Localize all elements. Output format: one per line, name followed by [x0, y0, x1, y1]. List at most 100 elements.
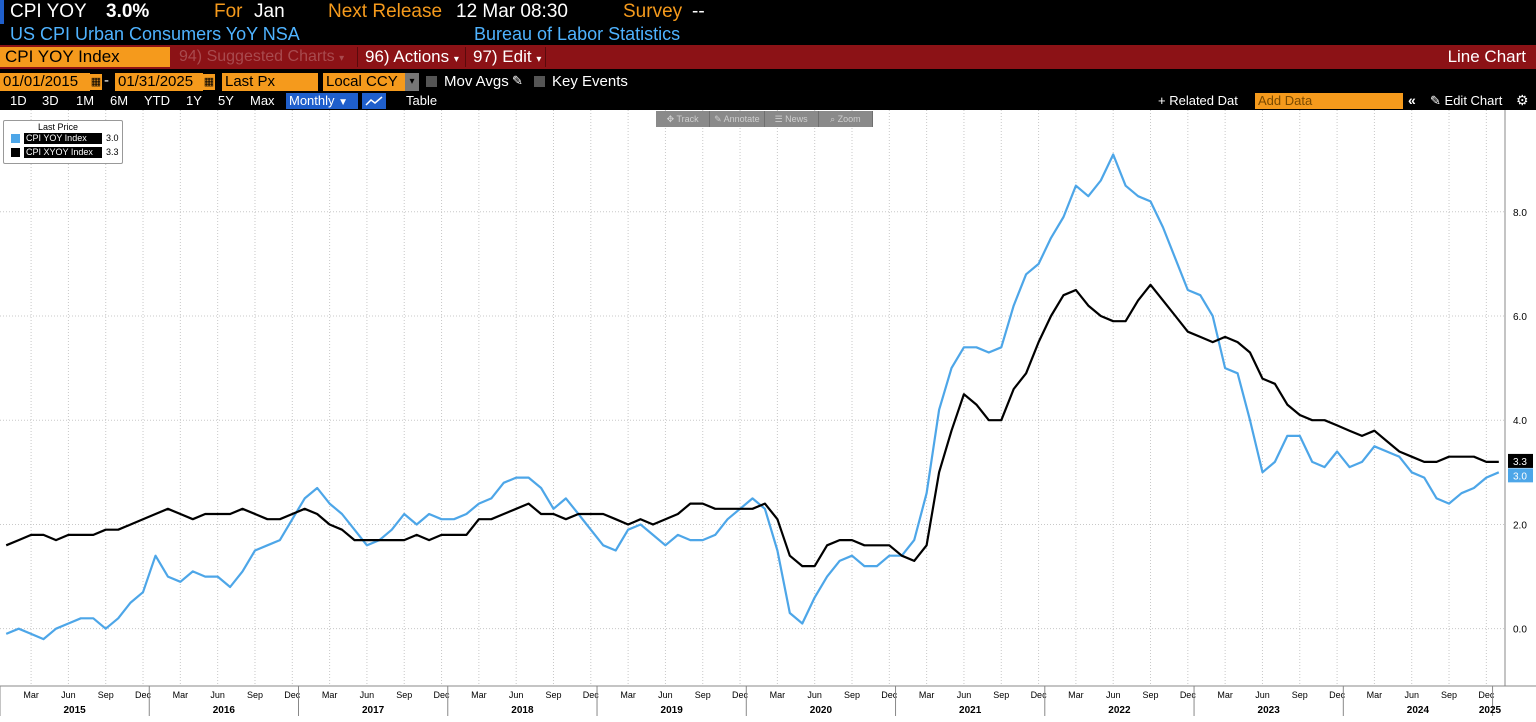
x-tick-label: Sep [98, 690, 114, 700]
x-tick-label: Mar [1217, 690, 1233, 700]
last-value-label: 3.3 [1513, 457, 1527, 468]
x-tick-label: Dec [1329, 690, 1346, 700]
x-year-label: 2025 [1479, 705, 1502, 716]
x-tick-label: Jun [61, 690, 76, 700]
period-bar: 1D 3D 1M 6M YTD 1Y 5Y Max Monthly ▼ Table + Rel… [0, 92, 1536, 110]
x-tick-label: Sep [695, 690, 711, 700]
edit-label: 97) Edit [473, 47, 532, 66]
y-tick-label: 2.0 [1513, 520, 1527, 531]
line-chart[interactable]: Mar Jun Sep Dec Mar Jun Sep Dec Mar Jun Sep Dec Mar J… [0, 110, 1536, 722]
end-date-field[interactable]: 01/31/2025 [115, 73, 203, 91]
legend-series-name: CPI XYOY Index [24, 147, 102, 158]
legend-box: Last Price CPI YOY Index 3.0 CPI XYOY In… [3, 120, 123, 164]
tool-zoom[interactable]: ⌕ Zoom [819, 111, 873, 127]
period-button-3d[interactable]: 3D [42, 93, 59, 108]
x-tick-label: Mar [919, 690, 935, 700]
tool-track[interactable]: ✥ Track [656, 111, 711, 127]
x-tick-label: Jun [210, 690, 225, 700]
next-release-label: Next Release [328, 1, 443, 22]
x-tick-label: Jun [1404, 690, 1419, 700]
header-accent [0, 0, 4, 24]
line-chart-icon[interactable] [362, 93, 386, 109]
pencil-icon: ✎ [1430, 93, 1441, 108]
x-tick-label: Jun [1106, 690, 1121, 700]
add-data-input[interactable]: Add Data [1255, 93, 1403, 109]
legend-series-value: 3.3 [106, 147, 119, 157]
frequency-selector[interactable]: Monthly ▼ [286, 93, 358, 109]
calendar-icon[interactable]: ▦ [90, 74, 102, 90]
x-year-label: 2019 [661, 705, 684, 716]
chart-area[interactable]: Mar Jun Sep Dec Mar Jun Sep Dec Mar Jun Sep Dec Mar J… [0, 110, 1536, 722]
actions-menu[interactable]: 96) Actions ▾ [362, 47, 466, 67]
period-button-1y[interactable]: 1Y [186, 93, 202, 108]
key-events-checkbox[interactable] [534, 76, 545, 87]
x-year-label: 2023 [1258, 705, 1281, 716]
period-button-max[interactable]: Max [250, 93, 275, 108]
data-source: Bureau of Labor Statistics [474, 24, 681, 44]
x-tick-label: Dec [434, 690, 451, 700]
period-button-ytd[interactable]: YTD [144, 93, 170, 108]
legend-title: Last Price [38, 122, 79, 132]
field-selector[interactable]: Last Px [222, 73, 318, 91]
x-tick-label: Mar [471, 690, 487, 700]
y-tick-label: 0.0 [1513, 625, 1527, 636]
chart-toolbar: ✥ Track ✎ Annotate ☰ News ⌕ Zoom [656, 111, 873, 127]
series-line-1 [5, 283, 1499, 568]
chevron-down-icon: ▾ [453, 54, 459, 65]
frequency-label: Monthly [289, 93, 335, 108]
pencil-icon[interactable]: ✎ [512, 73, 523, 88]
x-tick-label: Dec [284, 690, 301, 700]
chevron-down-icon: ▾ [536, 54, 542, 65]
x-tick-label: Mar [1068, 690, 1084, 700]
x-year-label: 2022 [1108, 705, 1131, 716]
x-tick-label: Dec [881, 690, 898, 700]
x-tick-label: Dec [1478, 690, 1495, 700]
collapse-icon[interactable]: « [1408, 92, 1416, 108]
date-separator: - [104, 72, 109, 89]
calendar-icon[interactable]: ▦ [203, 74, 215, 90]
table-button[interactable]: Table [406, 93, 438, 108]
start-date-field[interactable]: 01/01/2015 [0, 73, 90, 91]
legend-swatch [11, 134, 20, 143]
period-button-1m[interactable]: 1M [76, 93, 95, 108]
tool-annotate[interactable]: ✎ Annotate [710, 111, 765, 127]
mov-avgs-checkbox[interactable] [426, 76, 437, 87]
related-data-button[interactable]: + Related Dat [1158, 93, 1238, 108]
next-release-value: 12 Mar 08:30 [456, 1, 568, 22]
edit-menu[interactable]: 97) Edit ▾ [470, 47, 546, 67]
x-tick-label: Jun [1255, 690, 1270, 700]
suggested-charts-menu[interactable]: 94) Suggested Charts ▾ [176, 47, 358, 67]
for-label: For [214, 1, 243, 22]
period-button-1d[interactable]: 1D [10, 93, 27, 108]
current-value: 3.0% [106, 1, 150, 22]
x-tick-label: Sep [993, 690, 1009, 700]
series-line-0 [5, 153, 1500, 641]
x-tick-label: Sep [1441, 690, 1457, 700]
x-tick-label: Sep [1143, 690, 1159, 700]
x-tick-label: Jun [957, 690, 972, 700]
x-tick-label: Sep [247, 690, 263, 700]
security-field[interactable]: CPI YOY Index [0, 47, 170, 67]
controls-bar: 01/01/2015 ▦ - 01/31/2025 ▦ Last Px Loca… [0, 70, 1536, 92]
x-tick-label: Mar [1367, 690, 1383, 700]
tool-news[interactable]: ☰ News [765, 111, 819, 127]
x-tick-label: Mar [322, 690, 338, 700]
legend-series-name: CPI YOY Index [24, 133, 102, 144]
security-description: US CPI Urban Consumers YoY NSA [10, 24, 300, 44]
edit-chart-button[interactable]: ✎ Edit Chart [1430, 93, 1502, 109]
currency-selector[interactable]: Local CCY [323, 73, 405, 91]
gear-icon[interactable]: ⚙ [1516, 92, 1529, 108]
x-tick-label: Dec [1031, 690, 1048, 700]
x-tick-label: Jun [807, 690, 822, 700]
chevron-down-icon[interactable]: ▾ [405, 73, 419, 91]
last-value-box [1508, 453, 1533, 468]
header-bar: CPI YOY 3.0% For Jan Next Release 12 Mar… [0, 0, 1536, 24]
edit-chart-label: Edit Chart [1444, 93, 1503, 108]
period-button-5y[interactable]: 5Y [218, 93, 234, 108]
x-tick-label: Mar [173, 690, 189, 700]
chart-type-label[interactable]: Line Chart [1447, 47, 1526, 66]
y-tick-label: 8.0 [1513, 208, 1527, 219]
survey-value: -- [692, 1, 705, 22]
period-button-6m[interactable]: 6M [110, 93, 129, 108]
y-tick-label: 4.0 [1513, 416, 1527, 427]
